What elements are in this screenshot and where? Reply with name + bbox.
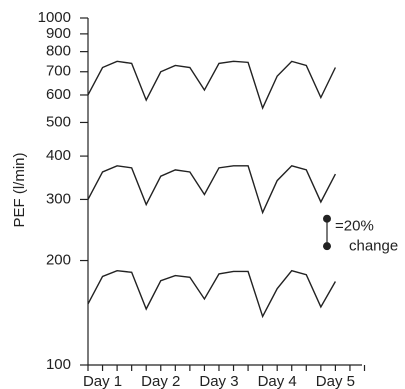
y-axis-label: PEF (l/min) (11, 152, 28, 227)
y-tick-label: 800 (46, 43, 71, 60)
y-tick-label: 900 (46, 25, 71, 42)
y-tick-label: 200 (46, 252, 71, 269)
annotation-text: =20% (335, 217, 374, 234)
y-tick-label: 400 (46, 147, 71, 164)
series-line (87, 60, 337, 111)
x-tick-label: Day 5 (316, 373, 355, 389)
y-tick-label: 300 (46, 190, 71, 207)
scale-bar-end (323, 214, 331, 223)
y-tick-label: 700 (46, 63, 71, 80)
series-line (87, 269, 337, 319)
y-tick-label: 600 (46, 86, 71, 103)
annotation-text: change (349, 237, 398, 254)
x-tick-label: Day 1 (83, 373, 122, 389)
x-tick-label: Day 2 (141, 373, 180, 389)
scale-bar-end (323, 242, 331, 251)
y-tick-label: 100 (46, 356, 71, 373)
series-line (87, 165, 337, 215)
x-tick-label: Day 3 (199, 373, 238, 389)
y-tick-label: 1000 (38, 9, 71, 26)
y-tick-label: 500 (46, 113, 71, 130)
x-tick-label: Day 4 (258, 373, 297, 389)
